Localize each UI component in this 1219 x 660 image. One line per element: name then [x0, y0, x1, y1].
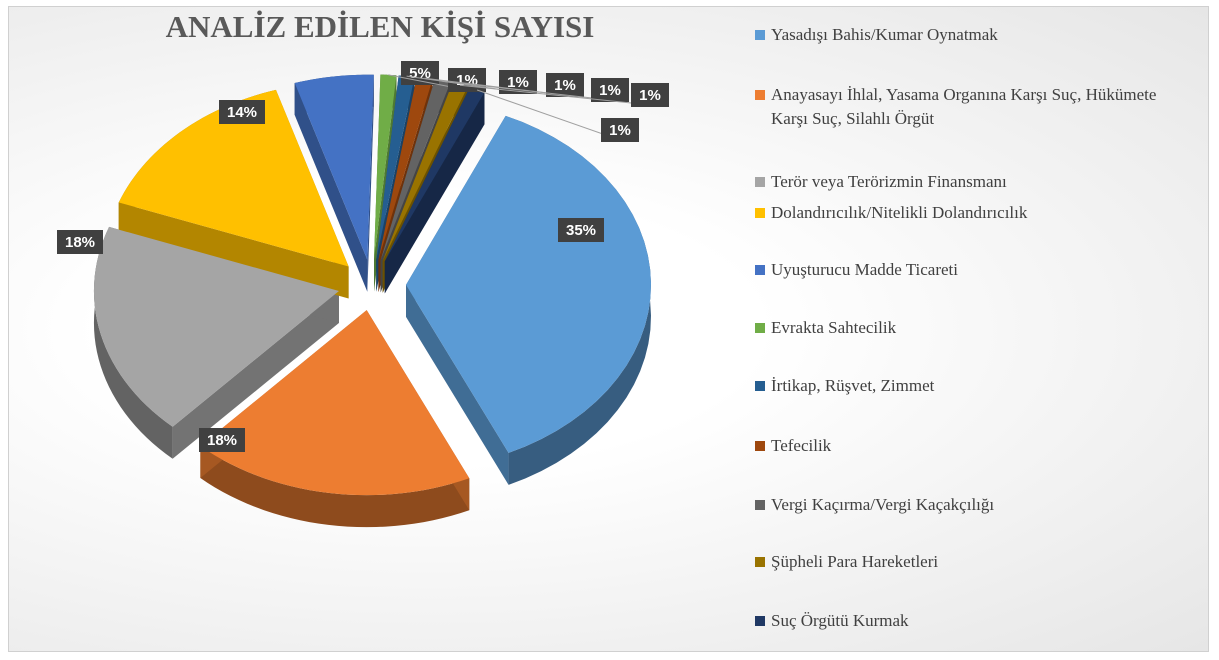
label-box — [601, 118, 639, 142]
slice-side — [200, 446, 470, 528]
pie-slice — [384, 87, 485, 262]
pie-slice — [294, 74, 374, 260]
slice-cut — [172, 290, 339, 459]
leader-line — [442, 80, 611, 101]
legend-swatch — [755, 323, 765, 333]
legend-item: Vergi Kaçırma/Vergi Kaçakçılığı — [755, 493, 1191, 517]
legend-item: İrtikap, Rüşvet, Zimmet — [755, 374, 1191, 398]
pie-slice — [378, 77, 433, 260]
legend-label: Terör veya Terörizmin Finansmanı — [771, 172, 1007, 191]
data-label: 18% — [207, 432, 237, 449]
legend-swatch — [755, 557, 765, 567]
label-box — [558, 218, 604, 242]
pie-slice — [380, 79, 451, 261]
data-label: 1% — [507, 74, 529, 91]
pie-slice — [374, 74, 397, 260]
legend-item: Evrakta Sahtecilik — [755, 316, 1191, 340]
slice-cut — [367, 74, 374, 292]
data-label: 1% — [609, 122, 631, 139]
legend-label: Anayasayı İhlal, Yasama Organına Karşı S… — [771, 85, 1157, 128]
chart-title: ANALİZ EDİLEN KİŞİ SAYISI — [166, 9, 595, 44]
slice-tops — [93, 74, 651, 496]
legend-label: Tefecilik — [771, 436, 832, 455]
label-box — [546, 73, 584, 97]
pie-slice — [118, 89, 349, 267]
pie-slice — [200, 310, 470, 496]
slice-cut — [294, 83, 368, 292]
legend-swatch — [755, 208, 765, 218]
legend-item: Tefecilik — [755, 434, 1191, 458]
label-box — [631, 83, 669, 107]
legend-label: Uyuşturucu Madde Ticareti — [771, 260, 958, 279]
legend-label: Evrakta Sahtecilik — [771, 318, 897, 337]
legend-swatch — [755, 381, 765, 391]
legend-swatch — [755, 500, 765, 510]
legend-label: İrtikap, Rüşvet, Zimmet — [771, 376, 935, 395]
slice-cut — [118, 202, 349, 299]
data-labels: 35%18%18%14%5% 1% 1% 1% 1% 1%1% — [57, 61, 669, 452]
label-box — [57, 230, 103, 254]
legend-item: Uyuşturucu Madde Ticareti — [755, 258, 1191, 282]
pie-slice — [376, 75, 415, 260]
legend-label: Yasadışı Bahis/Kumar Oynatmak — [771, 25, 998, 44]
pie-slice — [93, 226, 339, 427]
legend-item: Şüpheli Para Hareketleri — [755, 550, 1191, 574]
legend-item: Dolandırıcılık/Nitelikli Dolandırıcılık — [755, 201, 1191, 225]
legend-item: Suç Örgütü Kurmak — [755, 609, 1191, 633]
data-label: 1% — [554, 77, 576, 94]
data-label: 1% — [639, 87, 661, 104]
legend-label: Vergi Kaçırma/Vergi Kaçakçılığı — [771, 495, 995, 514]
legend-item: Terör veya Terörizmin Finansmanı — [755, 170, 1191, 194]
label-box — [591, 78, 629, 102]
data-label: 18% — [65, 234, 95, 251]
pie-slice — [405, 115, 651, 453]
data-label: 14% — [227, 104, 257, 121]
data-label: 35% — [566, 222, 596, 239]
label-box — [219, 100, 265, 124]
legend-swatch — [755, 30, 765, 40]
legend-label: Dolandırıcılık/Nitelikli Dolandırıcılık — [771, 203, 1028, 222]
leader-line — [476, 89, 621, 141]
legend-swatch — [755, 177, 765, 187]
legend-item: Anayasayı İhlal, Yasama Organına Karşı S… — [755, 83, 1191, 131]
slice-cut — [405, 284, 509, 485]
legend-label: Suç Örgütü Kurmak — [771, 611, 909, 630]
pie-slice — [382, 83, 468, 261]
legend-swatch — [755, 90, 765, 100]
legend-swatch — [755, 265, 765, 275]
legend-item: Yasadışı Bahis/Kumar Oynatmak — [755, 23, 1191, 47]
legend-swatch — [755, 616, 765, 626]
leader-line — [459, 84, 651, 106]
slice-cut — [384, 92, 485, 294]
data-label: 1% — [599, 82, 621, 99]
label-box — [448, 68, 486, 92]
label-box — [199, 428, 245, 452]
legend-label: Şüpheli Para Hareketleri — [771, 552, 939, 571]
legend-swatch — [755, 441, 765, 451]
